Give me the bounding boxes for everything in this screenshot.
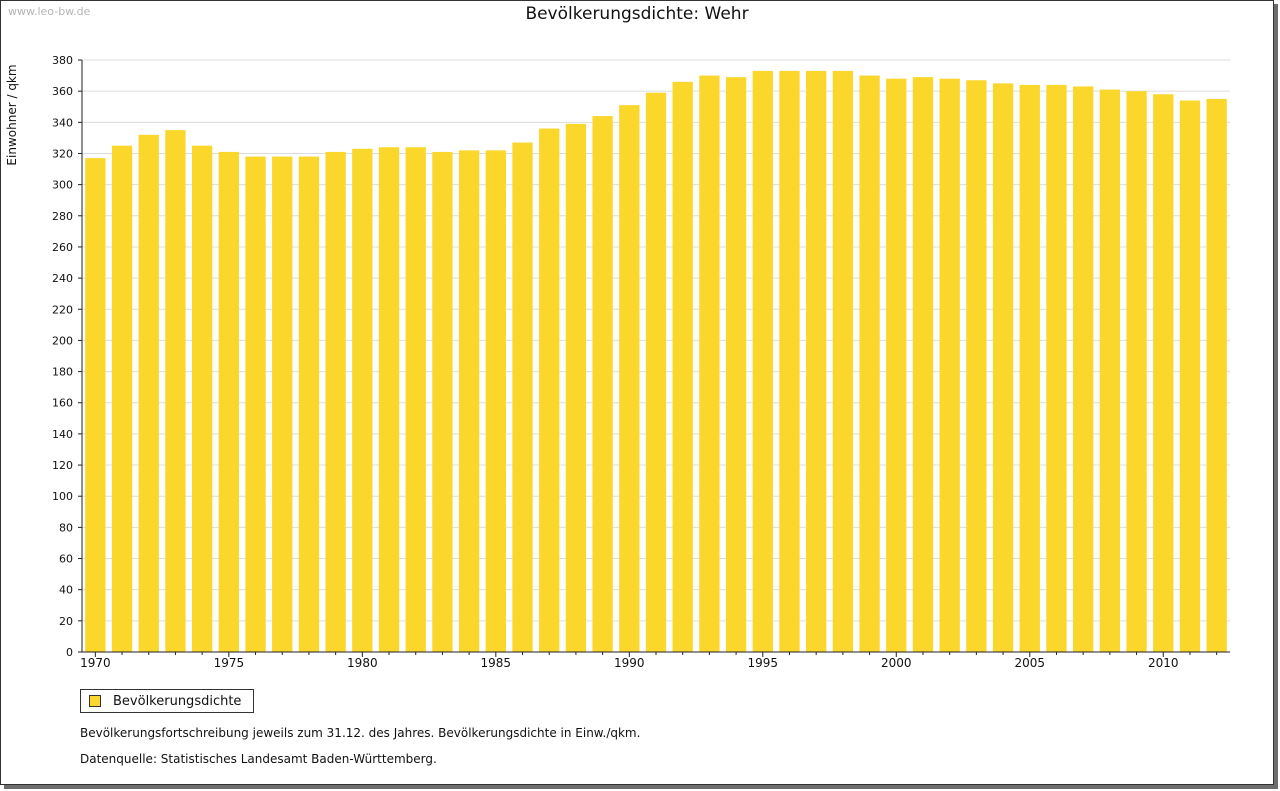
bar [725,77,747,652]
bar [111,145,133,652]
bar [565,123,587,653]
bar [912,77,934,652]
x-tick-label: 1990 [614,656,645,670]
bar [886,78,907,652]
legend: Bevölkerungsdichte [80,689,255,713]
bar [1206,98,1227,652]
bar [191,145,213,652]
bar [325,151,346,653]
bar [272,156,293,652]
footnote-source: Datenquelle: Statistisches Landesamt Bad… [80,752,437,766]
bar [939,78,960,652]
bar [245,156,266,652]
y-tick-label: 160 [52,397,73,410]
y-tick-label: 80 [59,521,73,534]
x-tick-label: 1980 [347,656,378,670]
bar [512,142,533,652]
bar [352,148,373,653]
y-tick-label: 200 [52,334,73,347]
chart-title: Bevölkerungsdichte: Wehr [525,4,749,24]
y-tick-label: 300 [52,179,73,192]
bar [992,83,1014,653]
y-tick-label: 140 [52,428,73,441]
y-tick-label: 280 [52,210,73,223]
bar [1153,94,1174,652]
y-tick-label: 260 [52,241,73,254]
bar [458,150,480,653]
bar [779,70,800,652]
bar [592,116,613,652]
x-tick-label: 1995 [748,656,779,670]
bar [378,147,400,653]
bar [405,147,426,653]
y-tick-label: 20 [59,615,73,628]
bar [485,150,506,653]
bar [672,81,693,652]
bar [432,151,453,653]
bar [138,134,159,652]
bar [966,80,987,652]
y-tick-label: 100 [52,490,73,503]
bar [298,156,320,652]
bar [1099,89,1121,653]
bar [539,128,560,653]
x-tick-label: 1985 [481,656,512,670]
x-tick-label: 1975 [214,656,245,670]
bar [218,151,239,653]
bar [859,75,880,652]
y-tick-label: 60 [59,553,73,566]
bar [165,130,186,653]
bar [1046,84,1067,653]
y-tick-label: 120 [52,459,73,472]
x-tick-label: 2000 [881,656,912,670]
bar [619,105,640,653]
bar [699,75,720,652]
y-tick-label: 220 [52,303,73,316]
bar [752,70,773,652]
bar [1179,100,1201,652]
y-tick-label: 380 [52,54,73,67]
x-tick-label: 1970 [80,656,111,670]
x-tick-label: 2010 [1148,656,1179,670]
x-tick-label: 2005 [1014,656,1045,670]
bar [1073,86,1094,653]
y-axis-label: Einwohner / qkm [5,64,19,165]
y-tick-label: 40 [59,584,73,597]
footnote-description: Bevölkerungsfortschreibung jeweils zum 3… [80,726,641,740]
bar [85,158,106,652]
y-tick-label: 340 [52,116,73,129]
bar [806,70,827,652]
y-tick-label: 240 [52,272,73,285]
bar [645,92,667,653]
bar [832,70,854,652]
bar [1126,91,1147,652]
y-tick-label: 0 [66,646,73,659]
y-tick-label: 180 [52,366,73,379]
y-tick-label: 320 [52,147,73,160]
y-tick-label: 360 [52,85,73,98]
bar [1019,84,1040,653]
legend-swatch [89,695,101,707]
legend-label: Bevölkerungsdichte [113,693,242,709]
watermark: www.leo-bw.de [8,5,91,18]
